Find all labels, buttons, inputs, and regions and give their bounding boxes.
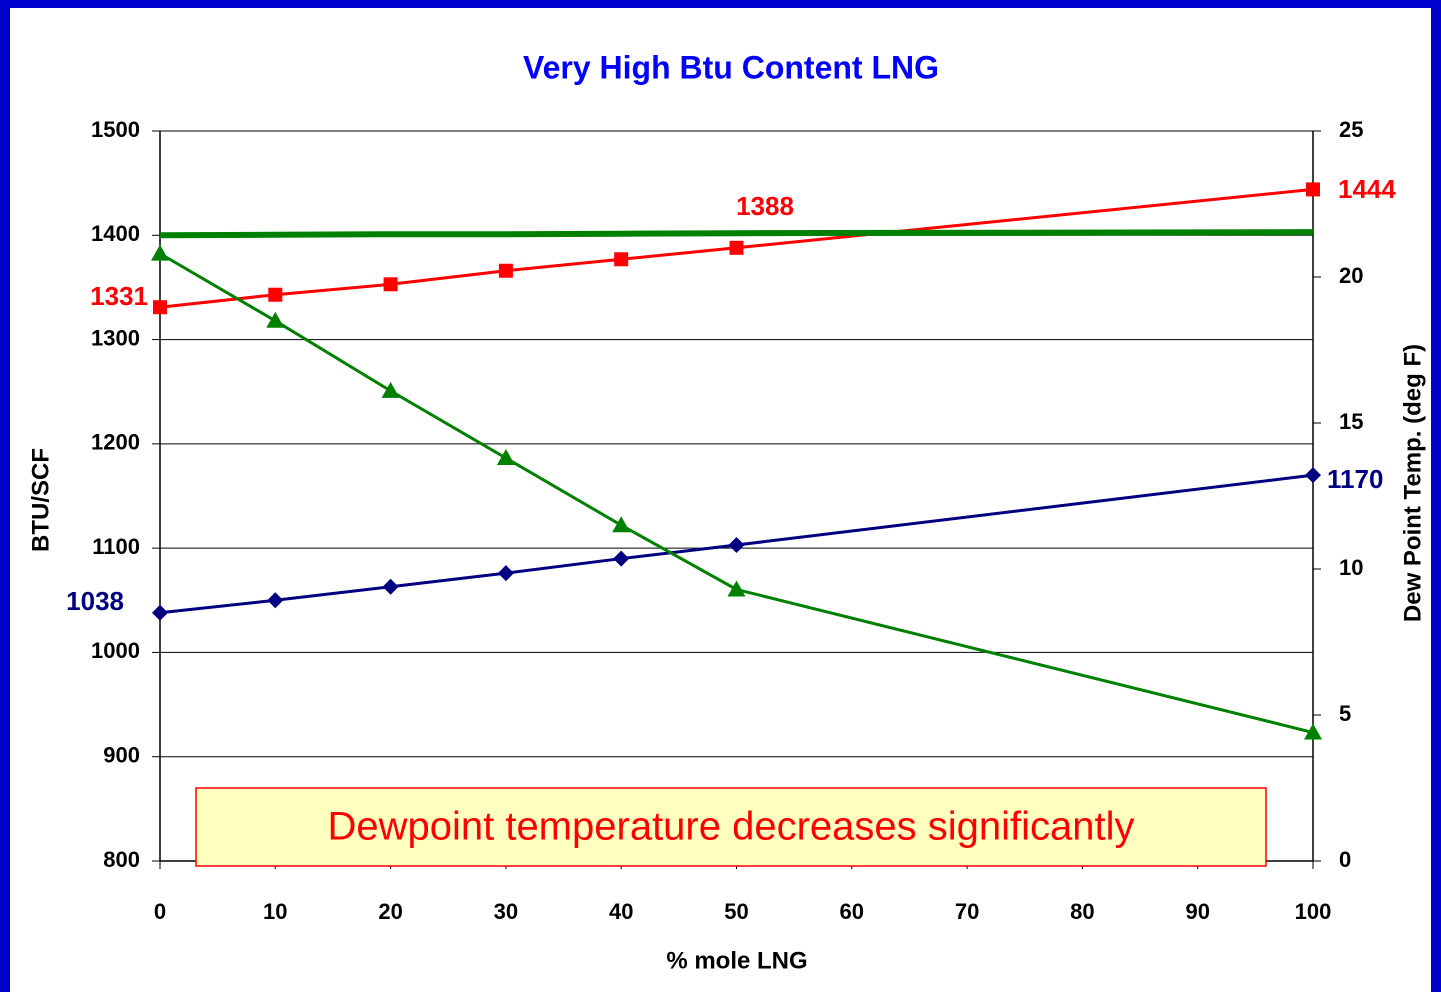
marker (383, 277, 398, 292)
marker (267, 592, 284, 609)
y-tick-label: 1300 (91, 325, 140, 350)
x-tick-label: 60 (840, 899, 864, 924)
x-tick-label: 40 (609, 899, 633, 924)
y-tick-label: 1000 (91, 638, 140, 663)
y-tick-label: 1200 (91, 430, 140, 455)
annotation-box (195, 787, 1267, 867)
marker (613, 550, 630, 567)
x-tick-label: 70 (955, 899, 979, 924)
y2-tick-label: 15 (1339, 409, 1363, 434)
marker (498, 263, 513, 278)
marker (729, 240, 744, 255)
x-tick-label: 90 (1185, 899, 1209, 924)
y-tick-label: 1400 (91, 221, 140, 246)
y2-axis-label: Dew Point Temp. (deg F) (1399, 344, 1426, 622)
marker (268, 287, 283, 302)
y2-tick-label: 0 (1339, 847, 1351, 872)
chart-title: Very High Btu Content LNG (523, 49, 939, 85)
y-tick-label: 1100 (92, 534, 140, 559)
y2-tick-label: 5 (1339, 701, 1351, 726)
series-line (159, 229, 1314, 239)
x-tick-label: 0 (154, 899, 166, 924)
y-axis-label: BTU/SCF (27, 448, 54, 552)
marker (151, 244, 169, 261)
marker (728, 537, 745, 554)
x-tick-label: 10 (263, 899, 287, 924)
data-label: 1170 (1327, 464, 1383, 494)
marker (496, 449, 515, 466)
data-label: 1388 (736, 191, 794, 221)
y-tick-label: 1500 (91, 117, 140, 142)
x-axis-label: % mole LNG (666, 947, 807, 974)
marker (152, 604, 168, 621)
marker (497, 565, 514, 582)
data-label: 1331 (90, 281, 148, 311)
marker (153, 300, 167, 315)
x-tick-label: 100 (1295, 899, 1332, 924)
x-tick-label: 30 (494, 899, 518, 924)
y-tick-label: 900 (103, 743, 140, 768)
marker (1304, 723, 1322, 740)
y2-tick-label: 20 (1339, 263, 1363, 288)
y2-tick-label: 10 (1339, 555, 1363, 580)
data-label: 1038 (66, 586, 124, 616)
annotation: Dewpoint temperature decreases significa… (327, 805, 1134, 849)
marker (382, 578, 399, 595)
marker (612, 516, 631, 533)
data-label: 1444 (1338, 174, 1396, 204)
x-tick-label: 20 (378, 899, 402, 924)
y-tick-label: 800 (103, 847, 140, 872)
marker (1305, 467, 1321, 484)
y2-tick-label: 25 (1339, 117, 1363, 142)
marker (727, 580, 746, 597)
marker (266, 311, 285, 328)
marker (1306, 182, 1320, 197)
marker (614, 252, 629, 267)
x-tick-label: 50 (724, 899, 748, 924)
marker (381, 381, 400, 398)
x-tick-label: 80 (1070, 899, 1094, 924)
